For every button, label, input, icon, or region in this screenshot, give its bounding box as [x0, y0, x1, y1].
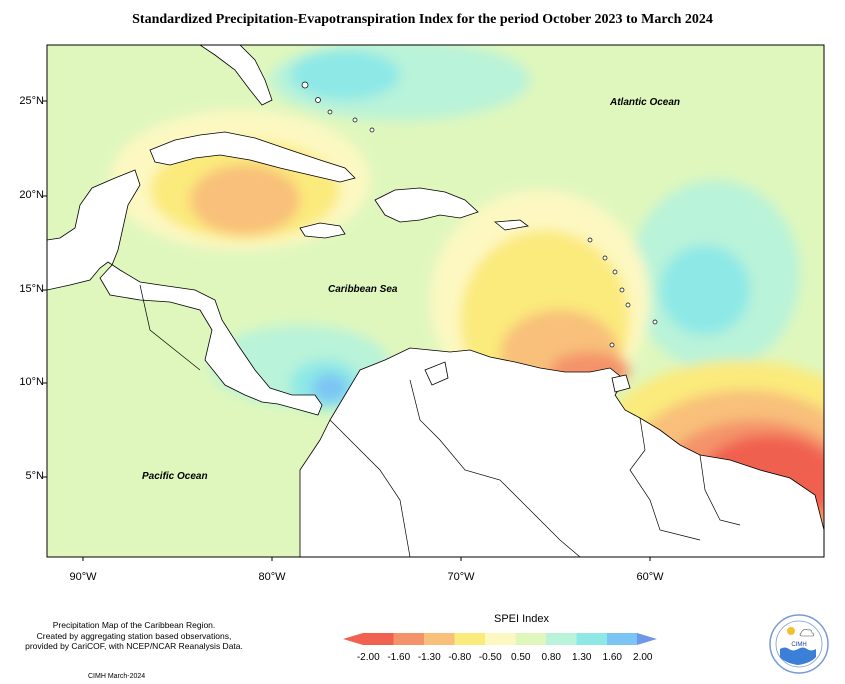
footnote-line-2: Created by aggregating station based obs… — [36, 630, 232, 641]
cimh-logo: CIMH — [769, 614, 829, 674]
trinidad-land — [611, 374, 631, 393]
logo-text: CIMH — [791, 642, 806, 648]
legend-swatch-9 — [607, 633, 638, 645]
legend-swatch-6 — [515, 633, 546, 645]
footnote-line-1: Precipitation Map of the Caribbean Regio… — [52, 620, 216, 630]
small-islands — [301, 81, 658, 348]
legend-arrow-left — [343, 633, 363, 645]
border-venezuela — [409, 379, 581, 557]
island-lesser-antilles-3 — [612, 269, 618, 275]
island-barbados — [652, 319, 658, 325]
island-bahamas-3 — [327, 109, 333, 115]
label-caribbean-sea: Caribbean Sea — [328, 284, 398, 295]
wet-area-atlantic-core — [660, 245, 750, 335]
jamaica-land — [299, 222, 346, 239]
island-grenada — [609, 342, 615, 348]
legend-labels: -2.00 -1.60 -1.30 -0.80 -0.50 0.50 0.80 1.30 1.6… — [353, 652, 658, 663]
dry-area-jamaica-core — [190, 165, 300, 235]
island-bahamas-5 — [369, 127, 375, 133]
legend-swatch-4 — [454, 633, 485, 645]
puerto-rico-land — [493, 219, 529, 231]
central-america-land — [47, 169, 323, 416]
legend-label-8: 1.30 — [572, 652, 592, 663]
legend-label-1: -2.00 — [356, 652, 380, 663]
island-bahamas-2 — [315, 97, 321, 103]
axis-ticks — [43, 100, 651, 561]
legend-swatch-3 — [424, 633, 455, 645]
legend-title: SPEI Index — [494, 613, 550, 625]
legend-swatch-5 — [485, 633, 516, 645]
legend-label-2: -1.60 — [387, 652, 411, 663]
wet-area-bahamas-core — [290, 50, 400, 100]
label-pacific-ocean: Pacific Ocean — [142, 471, 208, 482]
label-atlantic-ocean: Atlantic Ocean — [610, 97, 681, 108]
island-bahamas-4 — [352, 117, 358, 123]
legend-colorbar — [343, 633, 657, 645]
island-lesser-antilles-4 — [619, 287, 625, 293]
cloud-icon — [799, 629, 815, 637]
island-lesser-antilles-2 — [602, 255, 608, 261]
border-colombia — [329, 419, 411, 557]
legend-swatch-7 — [546, 633, 577, 645]
florida-land — [199, 45, 273, 106]
aruba-curacao-land — [424, 361, 449, 386]
credit-text: CIMH March-2024 — [88, 673, 146, 680]
legend-swatch-2 — [393, 633, 424, 645]
lon-label-70: 70°W — [447, 571, 475, 583]
lat-label-5: 5°N — [25, 470, 44, 482]
legend-label-9: 1.60 — [602, 652, 622, 663]
legend-swatch-1 — [363, 633, 394, 645]
legend-label-10: 2.00 — [633, 652, 653, 663]
legend-label-4: -0.80 — [448, 652, 472, 663]
legend-swatch-8 — [576, 633, 607, 645]
border-central-america — [139, 284, 201, 371]
legend-label-3: -1.30 — [417, 652, 441, 663]
legend-label-7: 0.80 — [541, 652, 561, 663]
map-footnote: Precipitation Map of the Caribbean Regio… — [14, 620, 254, 652]
hispaniola-land — [374, 187, 479, 223]
border-guyana — [629, 417, 701, 541]
island-lesser-antilles-5 — [625, 302, 631, 308]
lon-label-60: 60°W — [636, 571, 664, 583]
borders — [139, 284, 741, 557]
lon-label-90: 90°W — [69, 571, 97, 583]
south-america-land — [299, 347, 824, 557]
legend-label-6: 0.50 — [511, 652, 531, 663]
border-suriname — [699, 454, 741, 526]
map-frame — [46, 44, 825, 558]
island-bahamas-1 — [301, 81, 309, 89]
island-lesser-antilles-1 — [587, 237, 593, 243]
lat-label-10: 10°N — [19, 376, 44, 388]
lat-label-15: 15°N — [19, 283, 44, 295]
lat-label-20: 20°N — [19, 189, 44, 201]
footnote-line-3: provided by CariCOF, with NCEP/NCAR Rean… — [25, 641, 243, 651]
legend-label-5: -0.50 — [478, 652, 502, 663]
sun-icon — [787, 627, 795, 635]
legend-arrow-right — [637, 633, 657, 645]
wet-area-panama-peak — [312, 374, 348, 402]
lat-label-25: 25°N — [19, 95, 44, 107]
waves-icon — [780, 647, 816, 665]
cuba-land — [149, 131, 356, 183]
map-title: Standardized Precipitation-Evapotranspir… — [132, 12, 713, 27]
lon-label-80: 80°W — [258, 571, 286, 583]
land-masses — [47, 45, 824, 557]
